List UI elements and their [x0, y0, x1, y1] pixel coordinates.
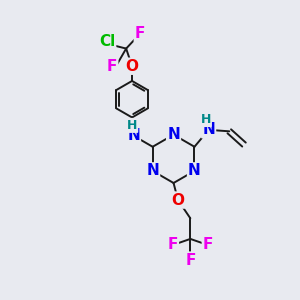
Text: N: N — [127, 128, 140, 143]
Text: N: N — [146, 164, 159, 178]
Text: O: O — [125, 59, 139, 74]
Text: O: O — [172, 193, 184, 208]
Text: F: F — [185, 253, 196, 268]
Text: F: F — [135, 26, 145, 41]
Text: F: F — [203, 237, 213, 252]
Text: F: F — [107, 59, 117, 74]
Text: N: N — [202, 122, 215, 137]
Text: F: F — [167, 237, 178, 252]
Text: N: N — [188, 164, 201, 178]
Text: Cl: Cl — [99, 34, 115, 49]
Text: N: N — [167, 127, 180, 142]
Text: H: H — [200, 113, 211, 126]
Text: H: H — [127, 119, 137, 132]
